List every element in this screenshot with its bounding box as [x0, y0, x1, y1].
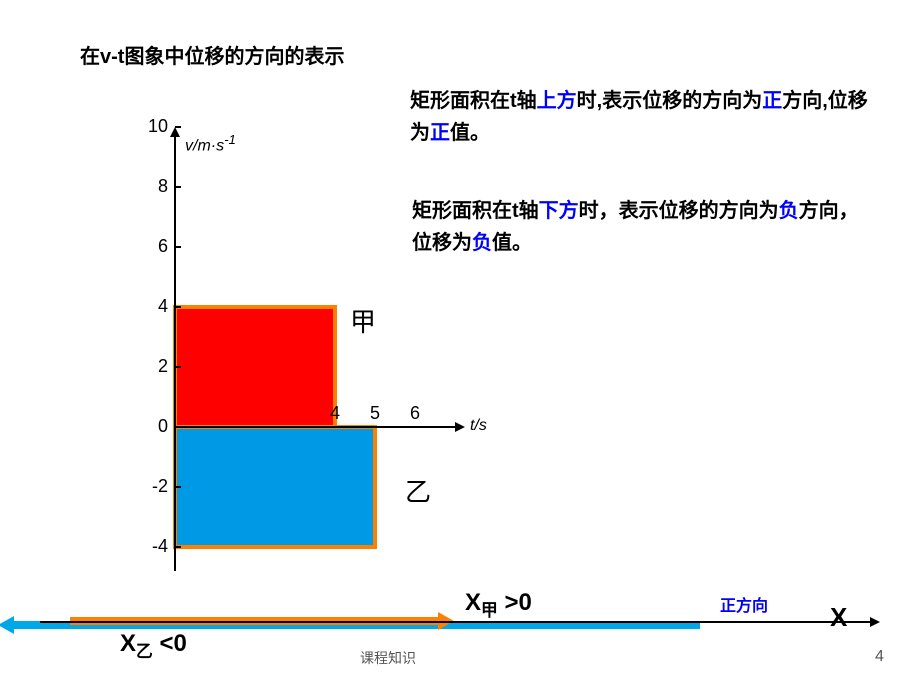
page-number: 4	[875, 648, 884, 666]
y-tick-label: 0	[130, 416, 168, 437]
exp-keyword: 上方	[537, 90, 577, 112]
y-tick-label: 8	[130, 176, 168, 197]
y-tick-label: -4	[130, 536, 168, 557]
y-axis-label: v/m·s-1	[185, 132, 236, 155]
footer-text: 课程知识	[360, 648, 416, 668]
y-tick-label: -2	[130, 476, 168, 497]
y-tick-label: 10	[130, 116, 168, 137]
vt-chart: -4-20246810456v/m·s-1t/s甲乙	[0, 0, 500, 600]
bar-label-yi: 乙	[405, 472, 431, 509]
direction-label: 正方向	[720, 592, 768, 616]
x-tick-label: 4	[325, 403, 345, 424]
y-tick-label: 2	[130, 356, 168, 377]
number-line: X甲 >0X乙 <0正方向X	[0, 602, 920, 682]
y-tick-label: 4	[130, 296, 168, 317]
x-axis-big-label: X	[830, 602, 847, 633]
y-tick-label: 6	[130, 236, 168, 257]
x-tick-label: 6	[405, 403, 425, 424]
x-tick-label: 5	[365, 403, 385, 424]
exp-keyword: 正	[762, 90, 782, 112]
displacement-label: X乙 <0	[120, 630, 187, 662]
exp-keyword: 负	[779, 200, 799, 222]
displacement-label: X甲 >0	[465, 589, 532, 621]
exp-text: 时,表示位移的方向为	[577, 90, 763, 112]
exp-text: 时，表示位移的方向为	[579, 200, 779, 222]
exp-keyword: 下方	[539, 200, 579, 222]
bar-label-jia: 甲	[350, 302, 376, 339]
x-axis-label: t/s	[470, 417, 487, 435]
